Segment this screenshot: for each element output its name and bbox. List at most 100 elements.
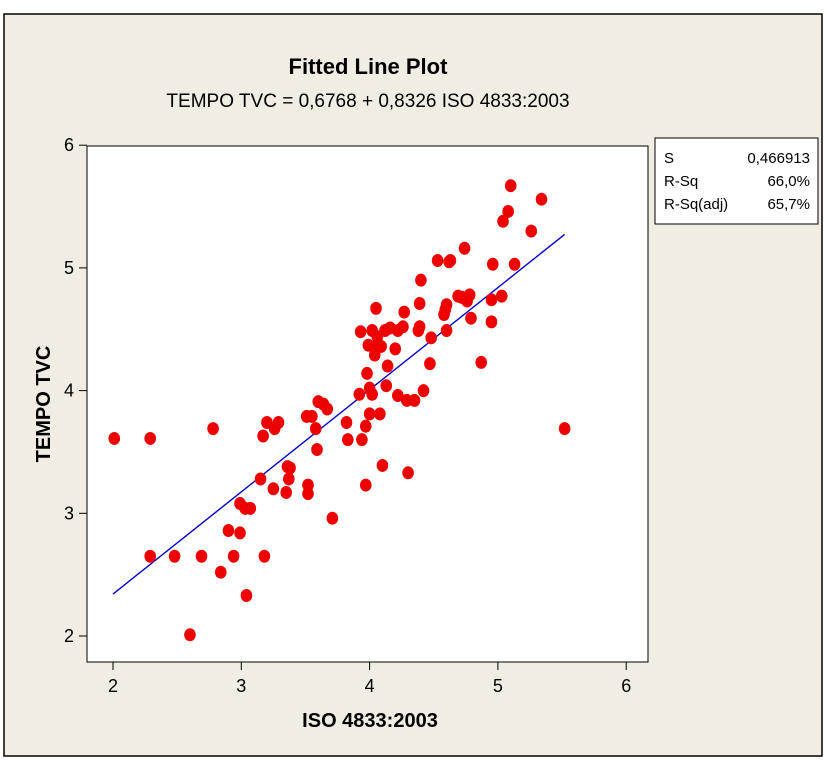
data-point bbox=[108, 431, 121, 445]
data-point bbox=[311, 442, 323, 456]
chart-subtitle: TEMPO TVC = 0,6768 + 0,8326 ISO 4833:200… bbox=[166, 91, 569, 112]
data-point bbox=[359, 478, 372, 492]
data-point bbox=[374, 407, 386, 421]
data-point bbox=[381, 359, 394, 373]
data-point bbox=[366, 387, 378, 401]
data-point bbox=[502, 204, 514, 218]
data-point bbox=[144, 431, 157, 445]
data-point bbox=[254, 472, 267, 486]
data-point bbox=[475, 355, 488, 369]
data-point bbox=[440, 298, 453, 312]
x-tick-label: 3 bbox=[236, 676, 246, 696]
data-point bbox=[458, 241, 471, 255]
data-point bbox=[321, 402, 334, 416]
stat-value-s: 0,466913 bbox=[747, 150, 810, 167]
data-point bbox=[144, 549, 157, 563]
data-point bbox=[195, 549, 208, 563]
data-point bbox=[485, 315, 498, 329]
data-point bbox=[504, 179, 517, 193]
data-point bbox=[431, 254, 444, 268]
data-point bbox=[398, 305, 411, 319]
stats-box-frame bbox=[654, 137, 819, 225]
data-point bbox=[485, 293, 498, 307]
data-point bbox=[463, 288, 476, 302]
data-point bbox=[408, 393, 421, 407]
stats-box: S 0,466913 R-Sq 66,0% R-Sq(adj) 65,7% bbox=[654, 137, 819, 225]
data-point bbox=[444, 254, 457, 268]
x-axis: 2 3 4 5 6 bbox=[108, 662, 631, 696]
data-point bbox=[413, 296, 426, 310]
x-tick-label: 2 bbox=[108, 676, 118, 696]
data-point bbox=[425, 331, 437, 345]
data-point bbox=[356, 433, 368, 447]
y-axis-label: TEMPO TVC bbox=[33, 346, 55, 463]
data-point bbox=[508, 257, 521, 271]
data-point bbox=[370, 301, 382, 315]
data-point bbox=[380, 379, 393, 393]
data-point bbox=[280, 485, 293, 499]
data-points bbox=[108, 179, 571, 642]
data-point bbox=[392, 389, 404, 403]
data-point bbox=[465, 311, 477, 325]
y-tick-label: 4 bbox=[64, 381, 74, 401]
stat-value-rsq: 66,0% bbox=[767, 173, 810, 190]
data-point bbox=[354, 325, 367, 339]
y-tick-label: 6 bbox=[64, 135, 74, 155]
data-point bbox=[363, 407, 376, 421]
stat-label-rsq-adj: R-Sq(adj) bbox=[664, 196, 728, 213]
data-point bbox=[257, 429, 269, 443]
y-tick-label: 2 bbox=[64, 626, 74, 646]
y-tick-label: 5 bbox=[64, 258, 74, 278]
data-point bbox=[558, 422, 571, 436]
data-point bbox=[413, 320, 426, 334]
data-point bbox=[402, 466, 414, 480]
data-point bbox=[440, 323, 453, 337]
data-point bbox=[234, 526, 246, 540]
data-point bbox=[326, 511, 339, 525]
data-point bbox=[415, 273, 427, 287]
data-point bbox=[371, 330, 384, 344]
data-point bbox=[168, 549, 181, 563]
chart-title: Fitted Line Plot bbox=[289, 54, 449, 79]
data-point bbox=[306, 409, 318, 423]
data-point bbox=[353, 387, 366, 401]
data-point bbox=[486, 257, 499, 271]
data-point bbox=[240, 589, 253, 603]
data-point bbox=[375, 339, 387, 353]
x-tick-label: 5 bbox=[493, 676, 503, 696]
data-point bbox=[341, 433, 354, 447]
data-point bbox=[244, 501, 257, 515]
stat-label-s: S bbox=[664, 150, 674, 167]
data-point bbox=[258, 549, 271, 563]
y-axis: 2 3 4 5 6 bbox=[64, 135, 87, 646]
data-point bbox=[207, 422, 219, 436]
stat-value-rsq-adj: 65,7% bbox=[767, 196, 810, 213]
data-point bbox=[424, 357, 436, 371]
data-point bbox=[340, 416, 353, 430]
data-point bbox=[284, 461, 296, 475]
data-point bbox=[389, 342, 402, 356]
data-point bbox=[272, 416, 285, 430]
data-point bbox=[495, 289, 508, 303]
data-point bbox=[222, 523, 235, 537]
data-point bbox=[227, 549, 240, 563]
data-point bbox=[267, 482, 280, 496]
data-point bbox=[525, 224, 538, 238]
data-point bbox=[282, 472, 295, 486]
data-point bbox=[368, 348, 381, 362]
data-point bbox=[417, 384, 430, 398]
data-point bbox=[302, 487, 314, 501]
plot-area bbox=[86, 145, 649, 663]
data-point bbox=[309, 422, 322, 436]
data-point bbox=[397, 320, 409, 334]
data-point bbox=[361, 366, 373, 380]
data-point bbox=[535, 192, 548, 206]
data-point bbox=[376, 458, 389, 472]
data-point bbox=[497, 214, 509, 228]
data-point bbox=[359, 419, 372, 433]
data-point bbox=[214, 565, 227, 579]
y-tick-label: 3 bbox=[64, 503, 74, 523]
x-tick-label: 4 bbox=[365, 676, 375, 696]
data-point bbox=[362, 338, 375, 352]
